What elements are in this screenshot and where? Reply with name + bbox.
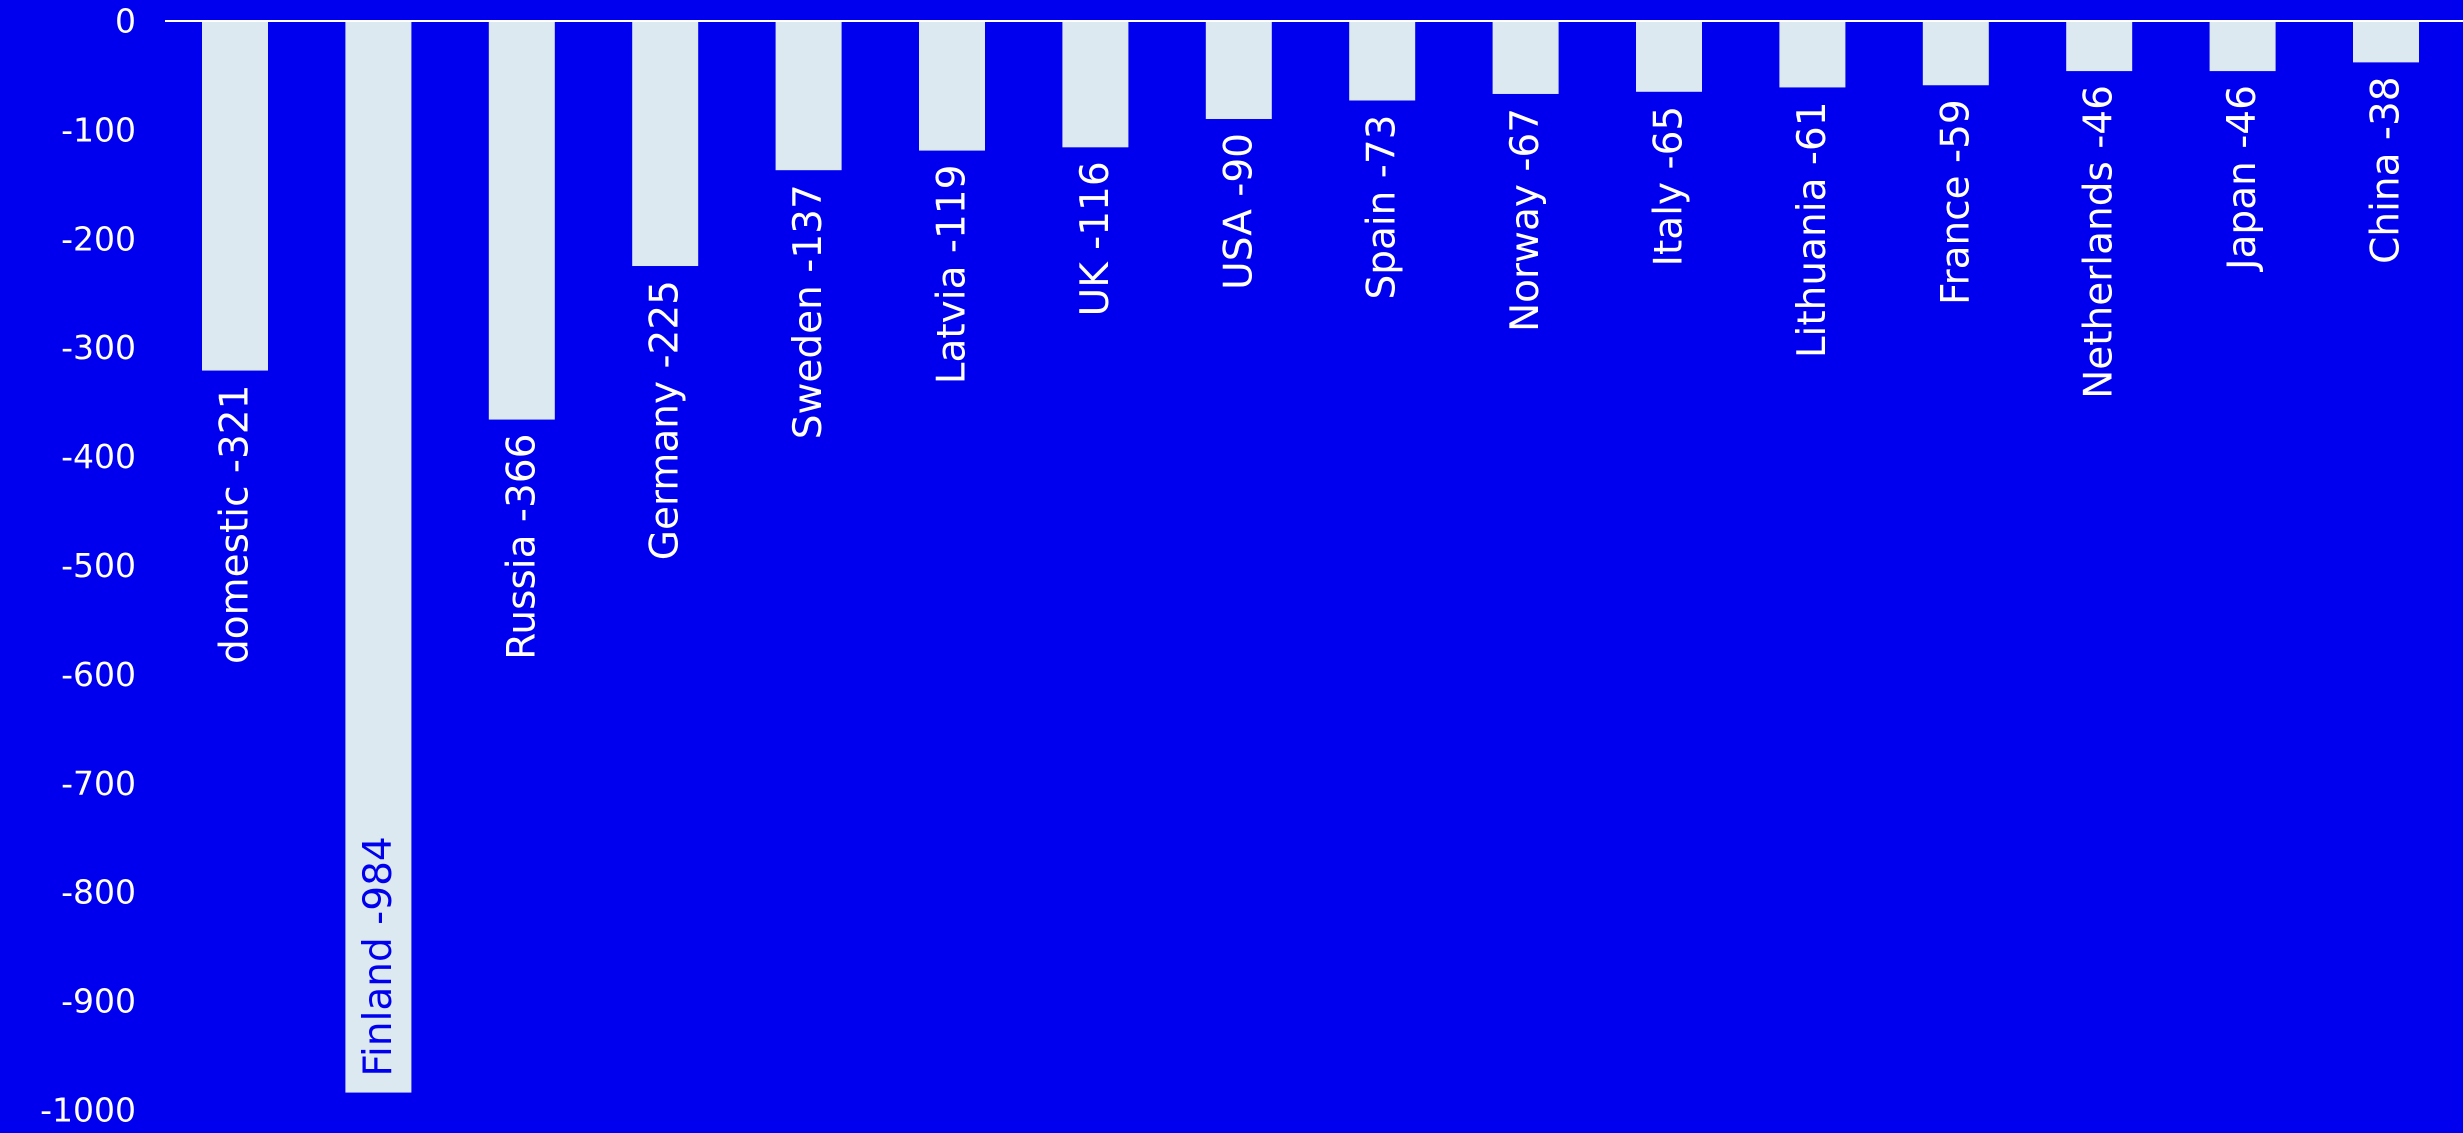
y-tick-label: -900 [61, 982, 136, 1021]
y-tick-label: -1000 [40, 1091, 136, 1129]
bar-label: Germany -225 [643, 280, 688, 560]
y-tick-label: -100 [61, 110, 136, 149]
bar [1779, 21, 1846, 88]
bar-label: Japan -46 [2220, 85, 2265, 273]
bar-label: Lithuania -61 [1790, 101, 1835, 358]
bar [2353, 21, 2419, 63]
y-tick-label: -800 [61, 873, 136, 912]
bar-label: Finland -984 [356, 836, 401, 1076]
bar [1062, 21, 1129, 148]
bar-label: Russia -366 [499, 434, 544, 660]
y-tick-label: -700 [61, 764, 136, 803]
bar [202, 21, 268, 371]
bar [919, 21, 985, 151]
bar-label: Latvia -119 [930, 165, 975, 385]
y-tick-label: 0 [115, 2, 136, 41]
bar [1636, 21, 1702, 92]
y-tick-label: -300 [61, 328, 136, 367]
bar [2209, 21, 2276, 72]
bar-label: France -59 [1933, 99, 1978, 305]
y-axis: 0 -100 -200 -300 -400 -500 -600 -700 -800 -900 -10… [40, 2, 136, 1130]
bar-label: UK -116 [1073, 161, 1118, 316]
bar [345, 21, 412, 1093]
y-tick-label: -400 [61, 437, 136, 476]
bar [632, 21, 699, 267]
bar [2066, 21, 2133, 72]
bar [775, 21, 842, 171]
bar [488, 21, 555, 420]
bar-label: Netherlands -46 [2077, 85, 2122, 399]
bar-label: USA -90 [1216, 133, 1261, 290]
bar [1205, 21, 1272, 120]
bar-label: Italy -65 [1647, 106, 1692, 267]
bar-label: Sweden -137 [786, 184, 831, 439]
bar-label: China -38 [2364, 76, 2409, 264]
bar-label: Norway -67 [1503, 108, 1548, 332]
bar-label-group: domestic -321 Finland -984 Russia -366 Germ… [213, 76, 2409, 1076]
y-tick-label: -200 [61, 219, 136, 258]
bar-label: Spain -73 [1360, 114, 1405, 299]
y-tick-label: -500 [61, 546, 136, 585]
bar [1349, 21, 1416, 101]
bar-label: domestic -321 [213, 385, 258, 664]
bar-group [202, 21, 2419, 1093]
y-tick-label: -600 [61, 655, 136, 694]
bar [1922, 21, 1989, 86]
bar [1492, 21, 1559, 94]
